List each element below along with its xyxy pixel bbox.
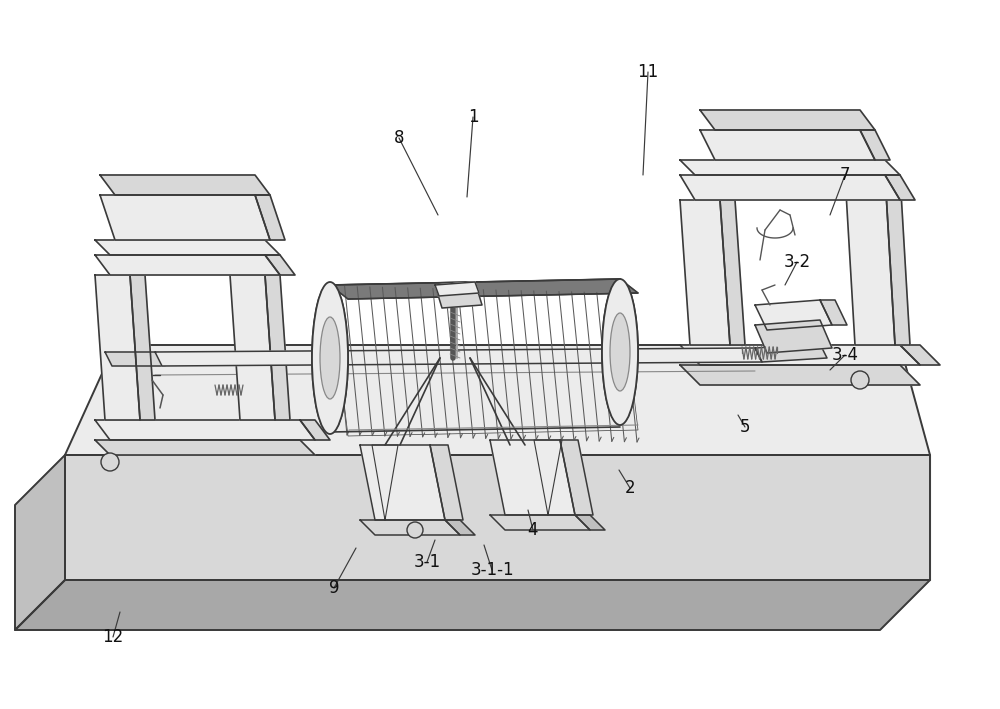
Polygon shape bbox=[755, 320, 832, 353]
Polygon shape bbox=[490, 440, 575, 515]
Polygon shape bbox=[15, 455, 65, 630]
Polygon shape bbox=[330, 279, 638, 299]
Ellipse shape bbox=[320, 317, 340, 399]
Polygon shape bbox=[300, 420, 330, 440]
Polygon shape bbox=[65, 455, 930, 580]
Polygon shape bbox=[700, 110, 875, 130]
Ellipse shape bbox=[851, 371, 869, 389]
Text: 7: 7 bbox=[840, 166, 850, 184]
Ellipse shape bbox=[602, 279, 638, 425]
Polygon shape bbox=[700, 130, 875, 160]
Polygon shape bbox=[100, 175, 270, 195]
Text: 2: 2 bbox=[625, 479, 635, 497]
Polygon shape bbox=[130, 275, 155, 420]
Polygon shape bbox=[15, 580, 930, 630]
Polygon shape bbox=[534, 440, 562, 515]
Polygon shape bbox=[860, 130, 890, 160]
Ellipse shape bbox=[407, 522, 423, 538]
Polygon shape bbox=[680, 200, 730, 345]
Polygon shape bbox=[95, 275, 140, 420]
Polygon shape bbox=[95, 420, 315, 440]
Polygon shape bbox=[820, 300, 847, 325]
Text: 9: 9 bbox=[329, 579, 339, 597]
Polygon shape bbox=[490, 515, 590, 530]
Polygon shape bbox=[560, 440, 593, 515]
Polygon shape bbox=[435, 282, 482, 308]
Ellipse shape bbox=[312, 283, 348, 433]
Polygon shape bbox=[105, 352, 165, 366]
Polygon shape bbox=[680, 160, 900, 175]
Polygon shape bbox=[230, 275, 275, 420]
Polygon shape bbox=[755, 300, 832, 330]
Polygon shape bbox=[155, 348, 762, 366]
Polygon shape bbox=[680, 365, 920, 385]
Text: 3-1: 3-1 bbox=[413, 553, 441, 571]
Ellipse shape bbox=[312, 282, 348, 434]
Text: 5: 5 bbox=[740, 418, 750, 436]
Polygon shape bbox=[360, 520, 460, 535]
Polygon shape bbox=[435, 282, 479, 296]
Polygon shape bbox=[885, 175, 910, 345]
Text: 8: 8 bbox=[394, 129, 404, 147]
Ellipse shape bbox=[610, 313, 630, 391]
Ellipse shape bbox=[602, 280, 638, 424]
Text: 3-1-1: 3-1-1 bbox=[470, 561, 514, 579]
Polygon shape bbox=[95, 440, 315, 455]
Ellipse shape bbox=[610, 314, 630, 390]
Text: 4: 4 bbox=[528, 521, 538, 539]
Polygon shape bbox=[845, 175, 895, 345]
Polygon shape bbox=[430, 445, 463, 520]
Polygon shape bbox=[265, 275, 290, 420]
Polygon shape bbox=[720, 200, 745, 345]
Polygon shape bbox=[885, 175, 915, 200]
Polygon shape bbox=[575, 515, 605, 530]
Polygon shape bbox=[360, 445, 445, 520]
Polygon shape bbox=[265, 255, 295, 275]
Polygon shape bbox=[255, 195, 285, 240]
Polygon shape bbox=[900, 345, 940, 365]
Polygon shape bbox=[95, 255, 280, 275]
Polygon shape bbox=[100, 195, 270, 240]
Polygon shape bbox=[755, 344, 827, 362]
Text: 11: 11 bbox=[637, 63, 659, 81]
Polygon shape bbox=[680, 175, 900, 200]
Text: 1: 1 bbox=[468, 108, 478, 126]
Ellipse shape bbox=[101, 453, 119, 471]
Text: 3-4: 3-4 bbox=[832, 346, 858, 364]
Polygon shape bbox=[372, 445, 398, 520]
Text: 12: 12 bbox=[102, 628, 124, 646]
Ellipse shape bbox=[320, 318, 340, 398]
Polygon shape bbox=[65, 345, 930, 455]
Text: 3-2: 3-2 bbox=[783, 253, 811, 271]
Polygon shape bbox=[445, 520, 475, 535]
Polygon shape bbox=[680, 345, 920, 365]
Polygon shape bbox=[95, 240, 280, 255]
